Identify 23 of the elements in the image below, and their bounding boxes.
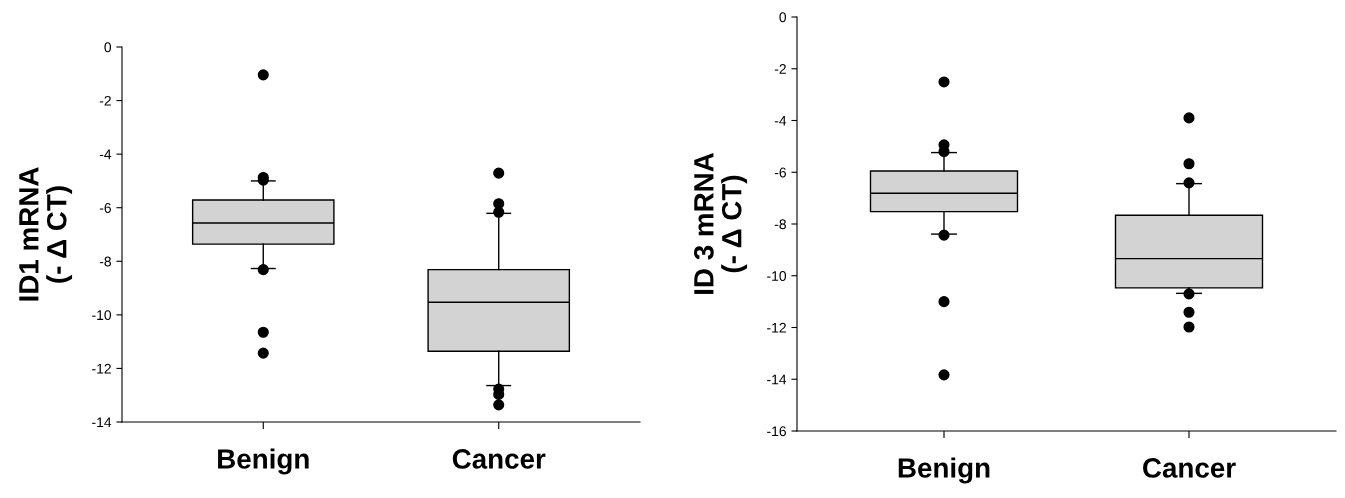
- y-tick-label: -10: [92, 310, 112, 321]
- y-tick-label: -6: [99, 203, 111, 213]
- y-tick-label: -12: [92, 363, 111, 374]
- y-tick-label: -10: [767, 271, 787, 281]
- x-tick-label: Cancer: [1143, 458, 1236, 478]
- x-tick-label: Benign: [218, 448, 309, 475]
- y-tick-label: -2: [774, 64, 786, 74]
- y-tick-label: -14: [767, 374, 787, 385]
- y-axis-title: ID 3 mRNA (- Δ CT): [694, 152, 748, 294]
- y-tick-label: 0: [104, 42, 112, 53]
- y-tick-label: -16: [767, 426, 786, 437]
- y-tick-label: -8: [99, 256, 111, 267]
- y-tick-label: -2: [99, 95, 111, 106]
- y-tick-label: -6: [774, 167, 786, 178]
- y-tick-label: -12: [767, 322, 786, 333]
- y-tick-label: -4: [99, 149, 112, 160]
- y-axis-title: ID1 mRNA (- Δ CT): [19, 167, 73, 301]
- x-tick-label: Benign: [898, 457, 990, 484]
- y-tick-label: -8: [774, 219, 786, 230]
- x-tick-label: Cancer: [452, 449, 546, 469]
- y-tick-label: -14: [92, 417, 112, 428]
- y-tick-label: -4: [774, 115, 787, 126]
- y-tick-label: 0: [779, 12, 787, 23]
